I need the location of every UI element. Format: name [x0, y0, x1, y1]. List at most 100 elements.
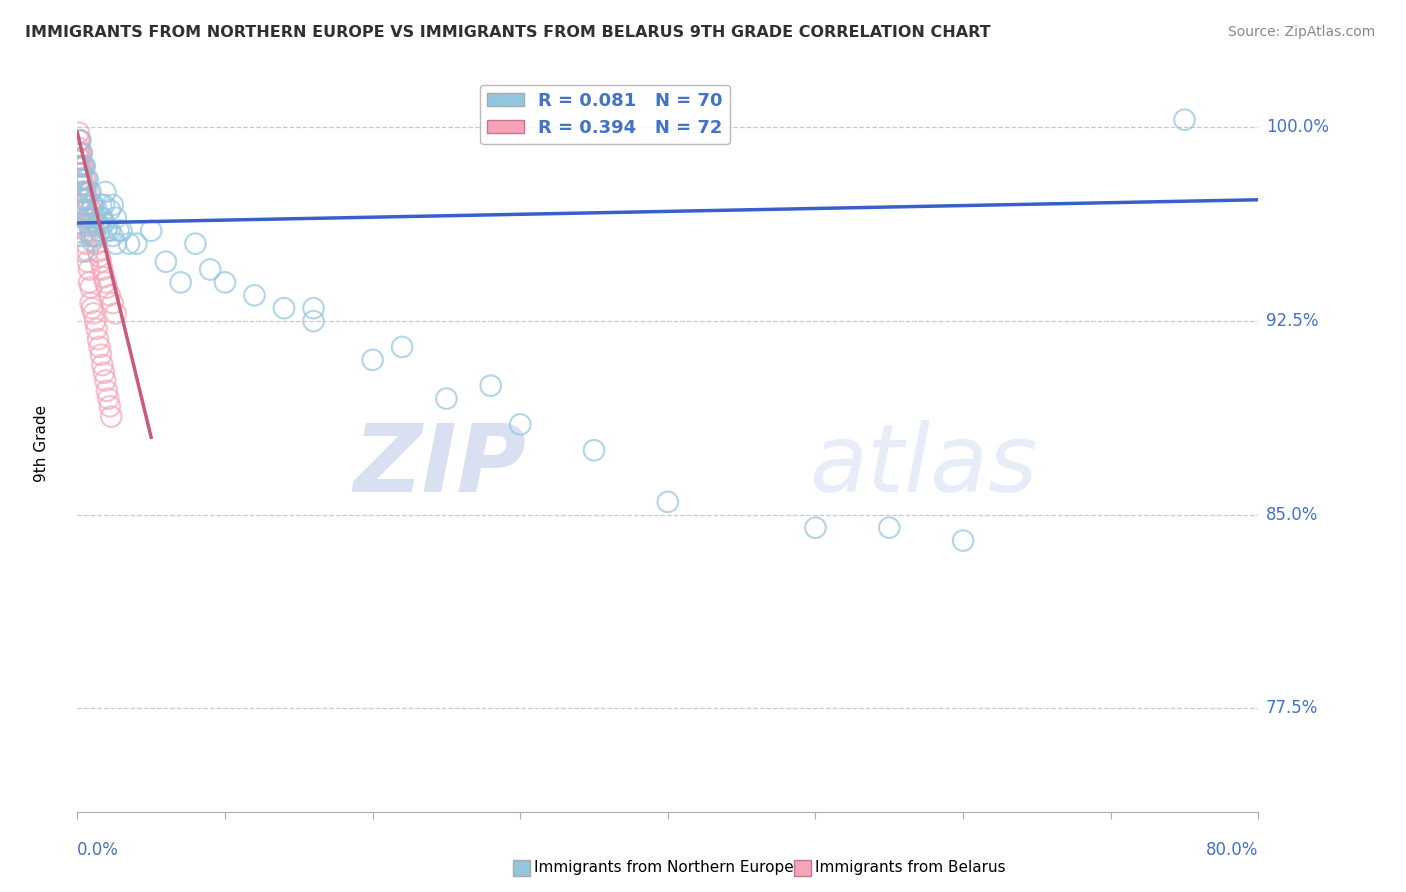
Text: Immigrants from Northern Europe: Immigrants from Northern Europe [534, 860, 794, 874]
Point [70, 159, 93, 173]
Point [90, 348, 112, 362]
Point [83, 198, 105, 212]
Point [82, 234, 104, 248]
Point [79, 203, 101, 218]
Point [69, 172, 91, 186]
Point [79, 224, 101, 238]
Point [76, 254, 98, 268]
Text: ZIP: ZIP [353, 420, 526, 512]
Point [79, 185, 101, 199]
Point [94, 185, 117, 199]
Point [101, 296, 124, 310]
Point [77, 219, 100, 233]
Point [73, 185, 96, 199]
Point [98, 203, 121, 218]
Point [93, 216, 115, 230]
Point [83, 306, 105, 320]
Text: 77.5%: 77.5% [1265, 699, 1319, 717]
Point [77, 198, 100, 212]
Point [107, 224, 129, 238]
Text: Immigrants from Belarus: Immigrants from Belarus [815, 860, 1007, 874]
Point [436, 392, 458, 406]
Point [84, 228, 107, 243]
Point [1174, 112, 1197, 127]
Point [73, 219, 96, 233]
Point [97, 392, 120, 406]
Point [77, 262, 100, 277]
Point [93, 270, 115, 285]
Point [657, 495, 679, 509]
Point [70, 193, 93, 207]
Point [79, 228, 101, 243]
Point [94, 276, 117, 290]
Point [86, 236, 108, 251]
Point [86, 322, 108, 336]
Point [87, 219, 110, 233]
Point [98, 288, 121, 302]
Point [73, 172, 96, 186]
Point [101, 198, 124, 212]
Point [155, 254, 177, 268]
Point [96, 221, 118, 235]
Point [70, 172, 93, 186]
Point [91, 358, 114, 372]
Point [96, 224, 118, 238]
Point [479, 378, 502, 392]
Text: 9th Grade: 9th Grade [34, 405, 49, 483]
Point [879, 521, 901, 535]
Point [72, 193, 94, 207]
Point [72, 185, 94, 199]
Point [184, 236, 207, 251]
Point [84, 228, 107, 243]
Point [83, 219, 105, 233]
Point [75, 224, 97, 238]
Point [67, 146, 90, 161]
Point [125, 236, 148, 251]
Point [89, 250, 111, 264]
Point [87, 216, 110, 230]
Point [104, 236, 127, 251]
Point [76, 211, 98, 225]
Point [77, 185, 100, 199]
Legend: R = 0.081   N = 70, R = 0.394   N = 72: R = 0.081 N = 70, R = 0.394 N = 72 [481, 85, 730, 145]
Point [87, 244, 110, 259]
Point [73, 198, 96, 212]
Point [76, 211, 98, 225]
Point [111, 224, 132, 238]
Point [93, 198, 115, 212]
Point [84, 314, 107, 328]
Point [67, 141, 90, 155]
Point [75, 185, 97, 199]
Point [96, 280, 118, 294]
Point [82, 198, 104, 212]
Text: atlas: atlas [810, 420, 1038, 511]
Point [70, 228, 93, 243]
Text: Source: ZipAtlas.com: Source: ZipAtlas.com [1227, 25, 1375, 39]
Point [98, 224, 121, 238]
Point [141, 224, 163, 238]
Point [509, 417, 531, 432]
Point [69, 159, 91, 173]
Point [73, 193, 96, 207]
Point [72, 203, 94, 218]
Point [90, 198, 112, 212]
Point [98, 400, 121, 414]
Point [75, 172, 97, 186]
Point [69, 133, 91, 147]
Point [302, 314, 325, 328]
Text: 100.0%: 100.0% [1265, 119, 1329, 136]
Point [69, 172, 91, 186]
Point [952, 533, 974, 548]
Point [70, 167, 93, 181]
Point [96, 384, 118, 398]
Point [90, 211, 112, 225]
Point [104, 211, 127, 225]
Point [82, 228, 104, 243]
Point [89, 340, 111, 354]
Point [804, 521, 827, 535]
Point [583, 443, 606, 458]
Point [104, 306, 127, 320]
Point [101, 228, 124, 243]
Point [77, 216, 100, 230]
Point [89, 224, 111, 238]
